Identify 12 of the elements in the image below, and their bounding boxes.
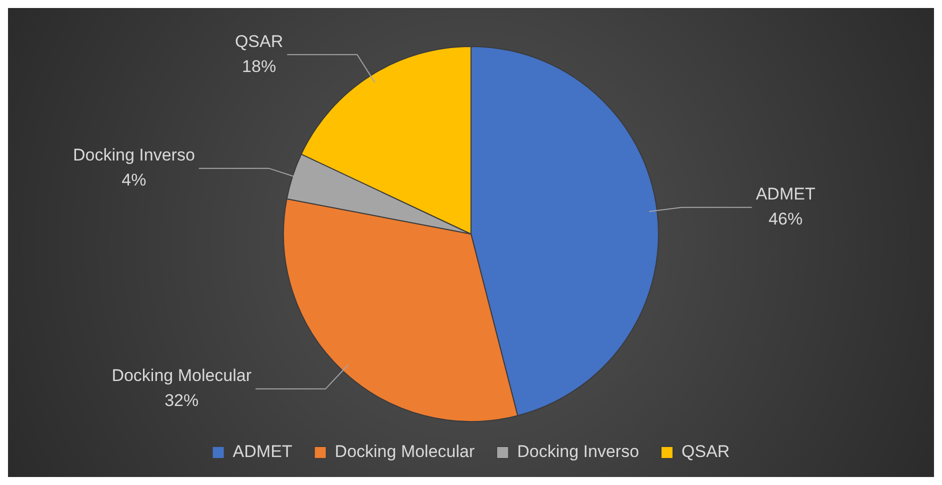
legend-label: QSAR bbox=[682, 442, 730, 462]
legend-label: ADMET bbox=[232, 442, 292, 462]
slice-label: Docking Molecular bbox=[112, 366, 252, 386]
data-label: 46% bbox=[768, 210, 803, 229]
slice-label: QSAR bbox=[234, 32, 284, 51]
legend-label: Docking Inverso bbox=[517, 442, 640, 462]
data-label: 32% bbox=[164, 391, 199, 410]
data-label: 4% bbox=[122, 170, 146, 190]
legend-label: Docking Molecular bbox=[334, 442, 475, 462]
data-label: 18% bbox=[242, 56, 276, 76]
slice-label: Docking Inverso bbox=[73, 146, 195, 165]
slice-label: ADMET bbox=[756, 184, 816, 204]
